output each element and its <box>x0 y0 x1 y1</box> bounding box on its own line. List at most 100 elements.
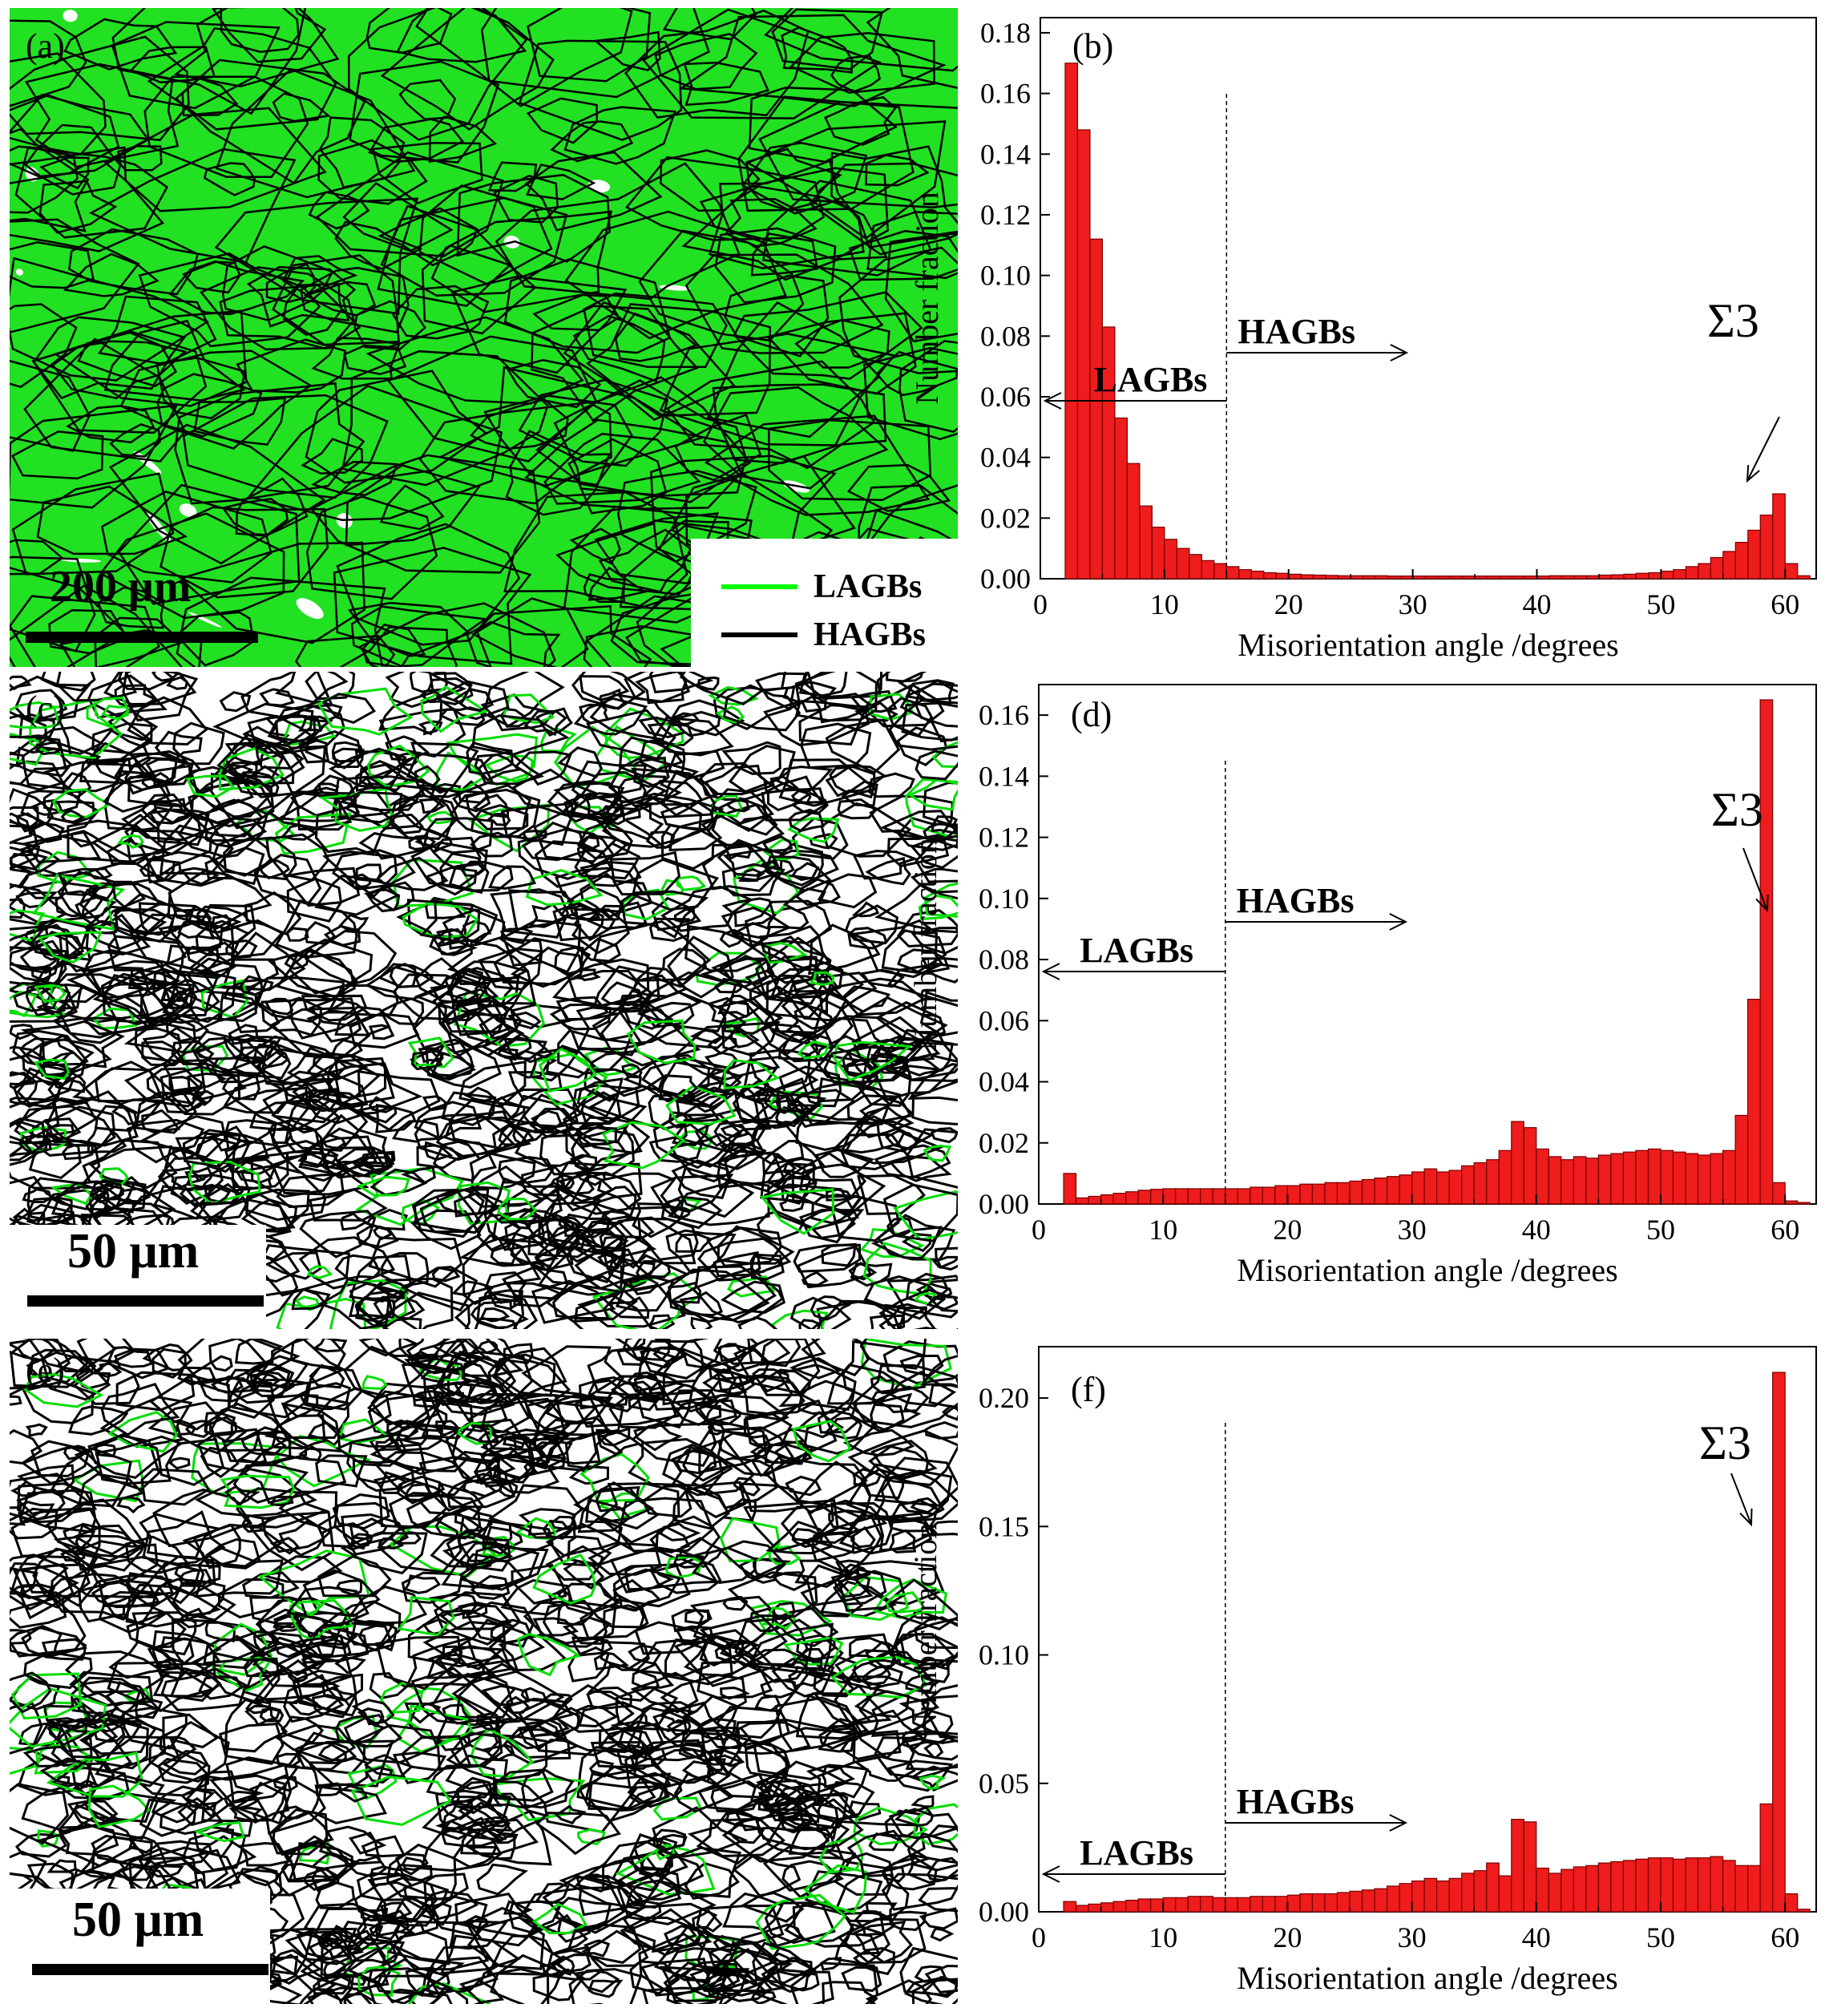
grain-boundary <box>834 1675 940 1737</box>
grain-boundary <box>466 1165 550 1208</box>
grain-boundary <box>177 1607 212 1629</box>
grain-boundary <box>309 1188 388 1222</box>
grain-boundary <box>20 1445 102 1485</box>
grain-boundary <box>236 1630 311 1667</box>
grain-boundary <box>724 274 830 358</box>
grain-boundary <box>246 265 357 328</box>
grain-boundary <box>781 26 854 74</box>
grain-boundary <box>10 595 160 667</box>
grain-boundary <box>722 1810 753 1826</box>
grain-boundary <box>671 1609 710 1633</box>
histogram-bar <box>1486 1862 1500 1913</box>
grain-boundary <box>664 1947 737 1982</box>
grain-boundary <box>10 981 79 1023</box>
grain-boundary <box>882 1340 958 1385</box>
grain-boundary <box>490 1953 563 2004</box>
grain-boundary <box>17 1482 98 1521</box>
grain-boundary <box>853 1921 913 1964</box>
grain-boundary <box>911 1978 958 2004</box>
grain-boundary <box>851 1016 941 1073</box>
sigma3-arrow <box>1742 847 1768 911</box>
grain-boundary <box>919 1907 958 1930</box>
grain-boundary <box>486 1934 564 1977</box>
grain-boundary <box>403 1880 450 1914</box>
grain-boundary <box>905 778 958 838</box>
grain-boundary <box>239 975 274 996</box>
grain-boundary <box>657 1846 742 1898</box>
grain-boundary <box>438 1800 474 1820</box>
grain-boundary <box>373 856 449 891</box>
grain-boundary <box>699 1614 788 1667</box>
grain-boundary <box>901 1233 932 1252</box>
grain-boundary <box>523 1455 567 1477</box>
grain-boundary <box>204 846 265 886</box>
grain-boundary <box>283 1838 360 1883</box>
lagbs-annotation: LAGBs <box>1080 931 1193 970</box>
grain-boundary <box>274 899 358 959</box>
x-tick-label: 20 <box>1273 1214 1302 1246</box>
grain-boundary <box>704 414 931 516</box>
grain-boundary <box>348 1855 387 1878</box>
histogram-bar <box>1610 574 1625 580</box>
grain-boundary <box>637 1339 705 1384</box>
grain-boundary <box>759 1339 826 1366</box>
histogram-bar <box>1610 1153 1625 1205</box>
grain-boundary <box>378 1537 405 1550</box>
histogram-bar <box>1162 1897 1177 1913</box>
grain-boundary <box>398 1339 446 1359</box>
grain-boundary <box>906 1853 958 1884</box>
grain-boundary <box>172 721 225 766</box>
grain-boundary <box>656 1074 699 1101</box>
grain-boundary <box>721 741 781 775</box>
grain-boundary <box>51 340 188 400</box>
grain-boundary <box>402 1856 428 1872</box>
grain-boundary <box>579 1594 649 1639</box>
grain-boundary <box>337 1784 369 1803</box>
grain-boundary <box>10 404 179 509</box>
histogram-bar <box>1448 1170 1463 1205</box>
grain-boundary <box>407 1982 491 2004</box>
grain-boundary <box>765 1520 834 1555</box>
grain-boundary <box>236 1431 308 1467</box>
grain-boundary <box>10 556 96 652</box>
grain-boundary <box>28 1133 82 1180</box>
grain-boundary <box>10 1672 83 1720</box>
grain-boundary <box>15 812 46 833</box>
grain-boundary <box>663 1961 749 2004</box>
grain-boundary <box>209 1355 233 1372</box>
grain-boundary <box>722 1595 749 1611</box>
grain-boundary <box>581 835 600 850</box>
y-tick-label: 0.10 <box>980 260 1031 292</box>
histogram-bar <box>1424 575 1439 580</box>
grain-boundary <box>286 877 343 923</box>
x-tick-label: 0 <box>1032 1921 1046 1953</box>
grain-boundary <box>10 146 165 253</box>
grain-boundary <box>624 1908 713 1953</box>
grain-boundary <box>781 989 848 1030</box>
histogram-bar <box>1175 1897 1189 1913</box>
grain-boundary <box>343 344 407 375</box>
grain-boundary <box>744 899 833 947</box>
grain-boundary <box>752 1368 789 1393</box>
grain-boundary <box>583 625 706 667</box>
grain-boundary <box>221 245 334 321</box>
grain-boundary <box>178 1569 212 1587</box>
histogram-bar <box>1100 1194 1114 1205</box>
histogram-bar <box>1747 529 1761 580</box>
grain-boundary <box>906 1740 944 1759</box>
grain-boundary <box>817 1408 860 1434</box>
grain-boundary <box>555 522 697 596</box>
grain-boundary <box>451 988 509 1036</box>
grain-boundary <box>511 1563 567 1605</box>
grain-boundary <box>323 924 361 947</box>
histogram-bar <box>1089 238 1104 580</box>
grain-boundary <box>712 797 770 832</box>
grain-boundary <box>721 1280 786 1314</box>
grain-boundary <box>225 1756 301 1804</box>
grain-boundary <box>274 672 349 704</box>
grain-boundary <box>364 1766 394 1784</box>
grain-boundary <box>747 1622 834 1677</box>
grain-boundary <box>446 1733 548 1782</box>
grain-boundary <box>724 1149 797 1193</box>
histogram-bar <box>1150 1898 1164 1913</box>
